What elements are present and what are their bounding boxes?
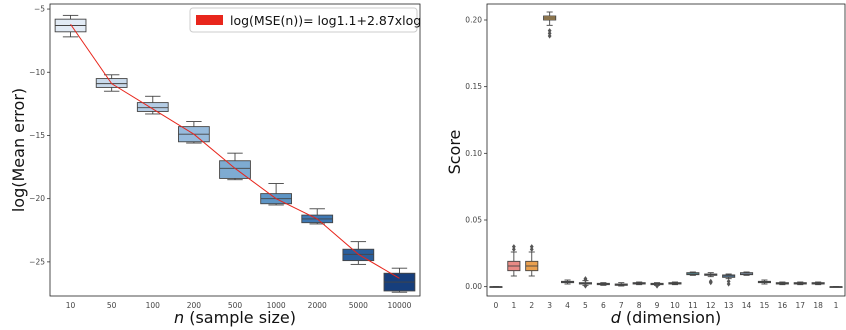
- x-tick-label: 4: [565, 301, 570, 310]
- x-tick-label: 500: [228, 301, 243, 310]
- fit-line: [70, 23, 400, 279]
- x-tick-label: 10: [66, 301, 76, 310]
- x-tick-label: 15: [760, 301, 770, 310]
- y-tick-label: 0.15: [465, 82, 482, 91]
- outlier-marker: [726, 281, 731, 287]
- box-1: [829, 286, 843, 288]
- box-11: [686, 271, 700, 276]
- x-axis-title: n (sample size): [174, 308, 296, 327]
- x-tick-label: 3: [547, 301, 552, 310]
- y-tick-label: −15: [29, 131, 45, 140]
- x-tick-label: 10: [670, 301, 680, 310]
- box-15: [757, 279, 771, 285]
- box-16: [775, 281, 789, 286]
- x-tick-label: 9: [655, 301, 660, 310]
- x-tick-label: 5: [583, 301, 588, 310]
- dimension-score-chart: 0.000.050.100.150.20 0 1 2 3 4 5 6 7 8 9 10 11 12 13 1…: [445, 3, 846, 327]
- box-10: [54, 14, 87, 38]
- legend-label: log(MSE(n))= log1.1+2.87xlog n: [230, 13, 423, 28]
- x-tick-label: 13: [724, 301, 734, 310]
- outlier-marker: [529, 246, 534, 252]
- outlier-marker: [726, 278, 731, 284]
- box-body: [342, 248, 375, 262]
- legend-box: [189, 7, 418, 33]
- box-14: [740, 271, 754, 276]
- legend-swatch: [196, 15, 223, 25]
- y-tick-label: 0.20: [465, 16, 482, 25]
- x-tick-label: 2: [529, 301, 534, 310]
- y-axis-title: log(Mean error): [9, 88, 28, 212]
- box-5: [578, 276, 592, 289]
- box-9: [650, 282, 664, 289]
- x-tick-label: 18: [813, 301, 823, 310]
- box-3: [543, 11, 557, 39]
- outlier-marker: [511, 246, 516, 252]
- box-7: [614, 282, 628, 287]
- box-10: [668, 281, 682, 286]
- outlier-marker: [547, 30, 552, 36]
- box-13: [722, 273, 736, 287]
- y-tick-label: −5: [34, 5, 45, 14]
- box-100: [136, 95, 169, 115]
- outlier-marker: [547, 33, 552, 39]
- x-tick-label: 16: [778, 301, 788, 310]
- outlier-marker: [529, 244, 534, 250]
- y-tick-label: 0.05: [465, 216, 482, 225]
- box-0: [489, 286, 503, 288]
- box-8: [632, 281, 646, 286]
- x-tick-label: 200: [187, 301, 202, 310]
- outlier-marker: [655, 283, 659, 289]
- x-tick-label: 8: [637, 301, 642, 310]
- y-tick-label: −10: [29, 68, 45, 77]
- outlier-marker: [708, 280, 713, 286]
- x-tick-label: 1000: [267, 301, 286, 310]
- box-1: [507, 244, 521, 277]
- box-12: [704, 272, 718, 286]
- right-plot-area: [486, 3, 846, 297]
- x-tick-label: 100: [146, 301, 161, 310]
- outlier-marker: [547, 28, 552, 34]
- box-17: [793, 281, 807, 286]
- x-tick-label: 5000: [349, 301, 368, 310]
- x-tick-label: 50: [107, 301, 117, 310]
- x-tick-label: 1: [511, 301, 516, 310]
- box-18: [811, 281, 825, 286]
- x-tick-label: 0: [494, 301, 499, 310]
- box-body: [136, 102, 169, 112]
- outlier-marker: [583, 283, 588, 289]
- sample-size-error-chart: −5 −10 −15 −20 −25 10 50 100 200 500 1000 2000 5000…: [9, 3, 423, 327]
- box-6: [596, 282, 610, 286]
- outlier-marker: [583, 276, 588, 282]
- x-tick-label: 1: [834, 301, 839, 310]
- y-tick-label: −25: [29, 257, 45, 266]
- x-tick-label: 10000: [388, 301, 412, 310]
- box-10000: [383, 267, 416, 293]
- box-2: [525, 244, 539, 277]
- x-tick-label: 7: [619, 301, 624, 310]
- x-tick-label: 12: [706, 301, 716, 310]
- x-tick-label: 6: [601, 301, 606, 310]
- box-4: [561, 279, 575, 285]
- x-tick-label: 17: [795, 301, 805, 310]
- outlier-marker: [511, 244, 516, 250]
- y-tick-label: 0.00: [465, 282, 482, 291]
- y-tick-label: −20: [29, 194, 45, 203]
- x-tick-label: 14: [742, 301, 752, 310]
- legend: log(MSE(n))= log1.1+2.87xlog n: [189, 7, 423, 33]
- y-tick-label: 0.10: [465, 149, 482, 158]
- x-tick-label: 2000: [308, 301, 327, 310]
- x-axis-title: d (dimension): [611, 308, 722, 327]
- x-tick-label: 11: [688, 301, 698, 310]
- y-axis-title: Score: [445, 130, 464, 175]
